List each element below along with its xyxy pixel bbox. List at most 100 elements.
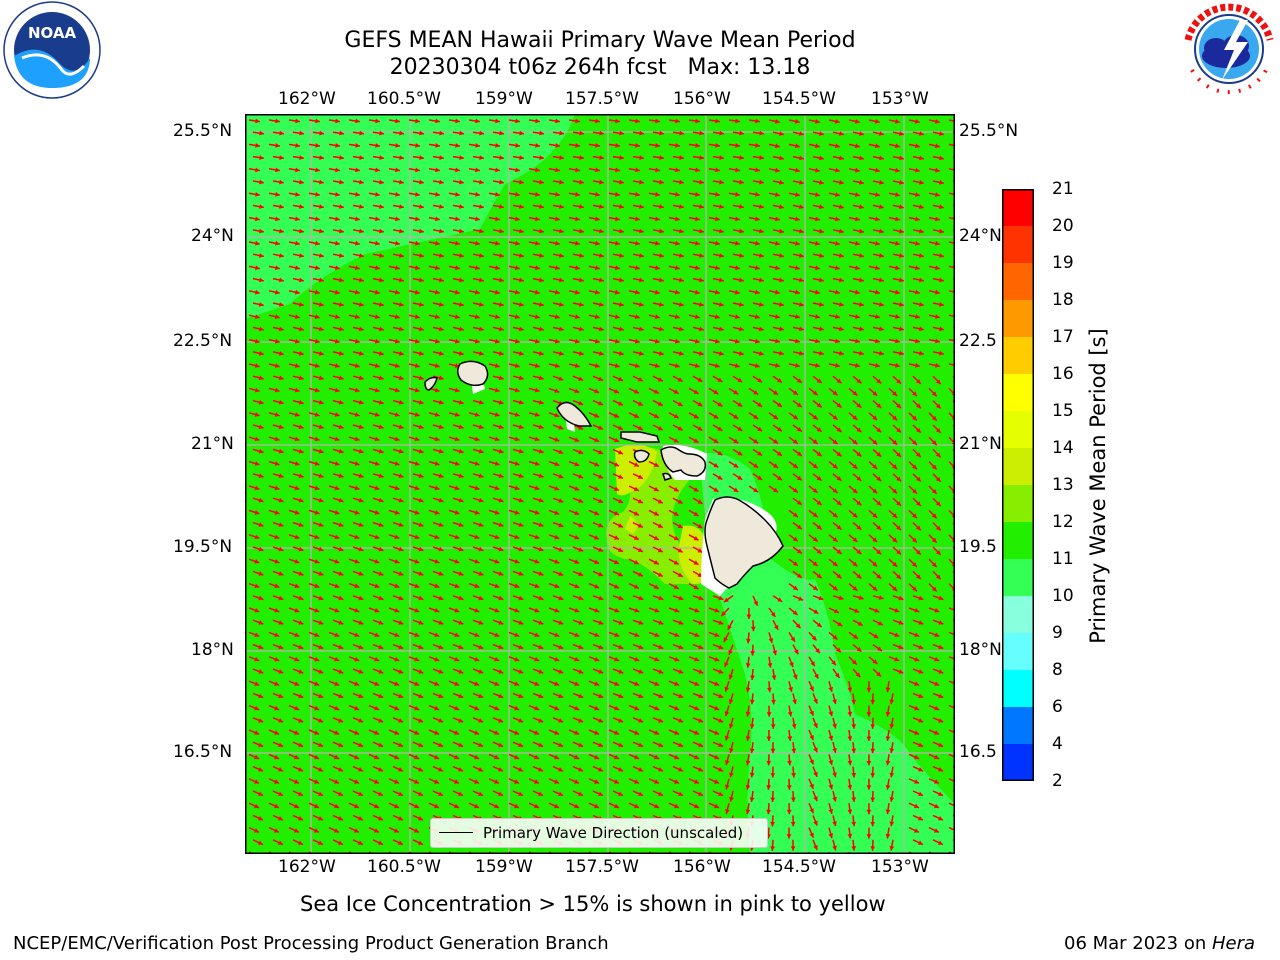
wave-arrow-head — [514, 608, 520, 613]
wave-arrow-head — [899, 326, 904, 332]
wave-arrow-head — [879, 326, 884, 332]
wave-arrow-head — [618, 693, 624, 699]
wave-arrow-head — [454, 730, 460, 735]
wave-arrow-head — [298, 424, 304, 430]
wave-arrow-head — [494, 338, 500, 344]
lon-label-top: 153°W — [871, 89, 929, 109]
wave-arrow-head — [414, 632, 420, 637]
wave-arrow-head — [275, 240, 280, 246]
wave-arrow-head — [478, 742, 484, 747]
wave-arrow-head — [724, 662, 729, 667]
wave-arrow-head — [555, 118, 560, 124]
wave-arrow-head — [394, 338, 400, 344]
wave-arrow-head — [799, 155, 804, 161]
wave-arrow-head — [538, 351, 544, 356]
wave-arrow-head — [634, 289, 640, 295]
wave-arrow-head — [615, 118, 620, 124]
wave-arrow-head — [768, 638, 774, 643]
wave-arrow-head — [766, 736, 772, 741]
wave-arrow-head — [698, 669, 704, 674]
wave-arrow-head — [359, 204, 364, 209]
wave-arrow-head — [657, 499, 663, 504]
wave-arrow-head — [414, 510, 420, 515]
wave-arrow-head — [579, 179, 584, 185]
wave-arrow-head — [314, 754, 320, 760]
colorbar-cell — [1002, 485, 1034, 523]
wave-arrow-head — [855, 167, 860, 173]
wave-arrow-head — [714, 681, 720, 686]
wave-arrow-head — [796, 475, 802, 481]
wave-arrow-head — [832, 748, 837, 753]
wave-arrow-head — [918, 620, 924, 625]
molokai-island — [620, 431, 661, 443]
wave-arrow-head — [378, 448, 384, 454]
wave-arrow-head — [514, 632, 520, 637]
wave-arrow-head — [749, 748, 755, 754]
wave-arrow-head — [934, 754, 940, 760]
wave-arrow-head — [832, 699, 837, 705]
wave-arrow-head — [775, 338, 780, 344]
wave-arrow-head — [679, 228, 684, 234]
wave-arrow-head — [634, 754, 640, 760]
wave-arrow-head — [715, 118, 720, 124]
wave-arrow-head — [594, 632, 600, 637]
wave-arrow-head — [378, 816, 383, 821]
wave-arrow-head — [555, 216, 560, 222]
wave-arrow-head — [638, 595, 644, 601]
wave-arrow-head — [816, 427, 822, 432]
wave-arrow-head — [836, 500, 842, 506]
colorbar-cell — [1002, 189, 1034, 227]
wave-arrow-head — [379, 155, 384, 160]
wave-arrow-head — [519, 228, 524, 234]
wave-arrow-head — [374, 510, 380, 515]
wave-arrow-head — [578, 595, 584, 601]
wave-arrow-head — [919, 326, 924, 332]
wave-arrow-head — [258, 693, 264, 699]
wave-arrow-head — [673, 560, 679, 565]
wave-arrow-head — [759, 130, 764, 136]
wave-arrow-head — [899, 228, 904, 234]
kahoolawe-island — [662, 472, 672, 481]
wave-arrow-head — [335, 118, 340, 124]
wave-arrow-head — [494, 803, 499, 809]
wave-arrow-head — [378, 644, 384, 650]
wave-arrow-head — [915, 314, 920, 319]
wave-arrow-head — [796, 573, 802, 578]
wave-arrow-head — [438, 595, 444, 601]
wave-arrow-head — [693, 584, 699, 589]
wave-arrow-head — [318, 644, 324, 650]
wave-arrow-head — [698, 742, 704, 747]
wave-arrow-head — [633, 511, 639, 516]
wave-arrow-head — [870, 797, 876, 802]
wave-arrow-head — [899, 155, 904, 161]
wave-arrow-head — [598, 620, 604, 625]
wave-arrow-head — [319, 130, 324, 136]
wave-arrow-head — [478, 473, 484, 478]
wave-arrow-head — [379, 253, 384, 258]
wave-arrow-head — [298, 718, 304, 723]
wave-arrow-head — [729, 748, 734, 753]
wave-arrow-head — [354, 461, 360, 466]
wave-arrow-head — [295, 192, 300, 197]
wave-arrow-head — [298, 351, 304, 356]
wave-arrow-head — [315, 216, 320, 222]
wave-arrow-head — [713, 414, 719, 419]
wave-arrow-head — [847, 760, 853, 766]
wave-arrow-head — [633, 462, 639, 467]
wave-arrow-head — [938, 669, 944, 674]
wave-arrow-head — [759, 277, 764, 283]
wave-arrow-head — [379, 179, 384, 185]
wave-arrow-head — [374, 657, 380, 662]
wave-arrow-head — [718, 669, 724, 674]
wave-arrow-head — [918, 595, 924, 601]
wave-arrow-head — [745, 785, 751, 790]
wave-arrow-head — [458, 546, 464, 552]
wave-arrow-head — [575, 118, 580, 124]
wave-arrow-head — [912, 440, 917, 445]
wave-arrow-head — [859, 131, 864, 136]
wave-arrow-head — [358, 620, 364, 625]
wave-arrow-head — [674, 657, 680, 662]
wave-arrow-head — [859, 180, 864, 185]
colorbar-cell — [1002, 522, 1034, 560]
wave-arrow-head — [298, 595, 304, 601]
